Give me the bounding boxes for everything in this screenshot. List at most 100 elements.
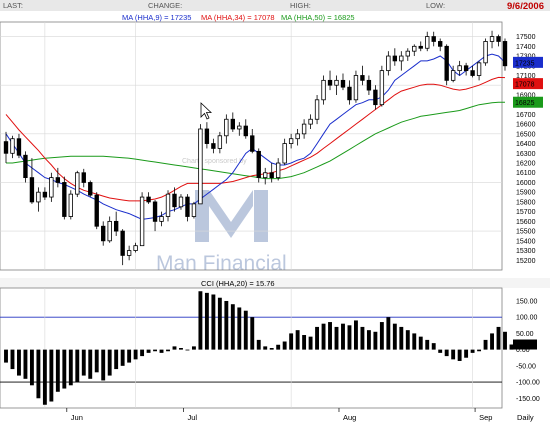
price-tick-label: 16300 [516, 151, 536, 158]
candle-body [463, 65, 469, 72]
price-tick-label: 17400 [516, 44, 536, 51]
ma-value-tag-text: 17078 [515, 82, 535, 89]
candle-body [392, 55, 398, 62]
candle-body [256, 150, 261, 179]
candle-body [36, 191, 41, 203]
cci-bars [4, 291, 514, 405]
cci-value-tag-bg [513, 339, 537, 350]
date-axis-label: Sep [479, 413, 492, 422]
cci-bar [133, 349, 138, 360]
cci-title-bar [0, 278, 550, 288]
high-label: HIGH: [290, 1, 311, 10]
candle-body [489, 36, 495, 42]
watermark-brand: Man Financial [156, 252, 287, 275]
low-label: LOW: [426, 1, 445, 10]
candle-body [379, 70, 385, 106]
candle-body [295, 133, 300, 140]
candle-body [360, 75, 365, 81]
candle-body [178, 196, 184, 208]
candle-body [269, 172, 274, 179]
ma9-polyline [5, 53, 506, 220]
candle-body [16, 138, 22, 156]
cci-bar [418, 336, 423, 350]
ma-value-tag-bg [513, 78, 543, 90]
legend-ma9: MA (HHA,9) = 17235 [122, 13, 191, 22]
cci-bar [496, 326, 501, 350]
watermark: Charts sponsored by Man Financial [156, 158, 287, 275]
cci-bar [308, 336, 313, 350]
cci-tick-label: 50.00 [516, 331, 534, 338]
candle-body [450, 70, 456, 81]
price-panel-frame [0, 21, 503, 271]
candle-body [237, 125, 242, 130]
candle-body [42, 191, 48, 198]
candle-body [405, 50, 410, 57]
candle-body [334, 79, 339, 86]
candle-body [88, 182, 93, 196]
price-tick-label: 15800 [516, 199, 536, 206]
cci-bar [243, 310, 248, 350]
cci-bar [114, 349, 119, 370]
ma-value-tags: 17235 17078 16825 [513, 56, 543, 108]
cci-bar [354, 320, 358, 350]
cci-bar [172, 346, 177, 350]
date-axis-label: Aug [343, 413, 356, 422]
cci-tick-label: 150.00 [516, 298, 538, 305]
cci-bar [366, 330, 371, 350]
cci-tick-label: -50.00 [516, 363, 536, 370]
candle-body [62, 182, 67, 217]
candle-body [496, 36, 501, 42]
candle-body [29, 177, 35, 203]
candle-body [133, 245, 138, 251]
cci-bar [379, 322, 384, 350]
candle-body [373, 89, 378, 106]
last-label: LAST: [3, 1, 23, 10]
cci-bar [42, 349, 47, 405]
candle-body [126, 250, 132, 256]
price-tick-label: 15900 [516, 190, 536, 197]
cci-bar [503, 331, 507, 350]
price-tick-label: 16600 [516, 122, 536, 129]
candle-body [425, 36, 430, 49]
price-tick-label: 16500 [516, 131, 536, 138]
cci-bar [198, 291, 203, 350]
price-tick-label: 16900 [516, 92, 536, 99]
cci-bar [289, 333, 294, 350]
candle-body [165, 193, 171, 217]
cci-bar [120, 349, 125, 366]
candle-body [250, 135, 255, 152]
cci-bar [347, 325, 352, 350]
legend-ma50: MA (HHA,50) = 16825 [281, 13, 355, 22]
candle-body [10, 138, 15, 154]
candle-body [75, 172, 80, 195]
price-tick-label: 16100 [516, 170, 536, 177]
cci-bar [509, 344, 514, 350]
price-tick-label: 15200 [516, 258, 536, 265]
cci-bar [159, 349, 164, 353]
cci-tick-label: -100.00 [516, 380, 540, 387]
mouse-cursor-icon [200, 102, 213, 120]
candle-body [418, 45, 423, 49]
cci-bar [295, 330, 300, 350]
candle-body [366, 79, 372, 91]
candle-body [120, 230, 125, 256]
cci-bar [10, 349, 15, 370]
candle-body [81, 172, 86, 183]
price-tick-label: 15500 [516, 229, 536, 236]
cci-bar [55, 349, 60, 392]
date-axis-label: Daily [517, 413, 534, 422]
candle-body [191, 203, 197, 217]
cci-bar [315, 326, 320, 350]
cci-bar [269, 348, 274, 350]
cci-bar [282, 341, 287, 350]
change-label: CHANGE: [148, 1, 182, 10]
candle-body [314, 99, 320, 120]
candle-body [49, 177, 54, 198]
cci-bar [88, 349, 93, 379]
cci-bar [360, 326, 365, 350]
cci-bar [62, 349, 67, 389]
cci-bar [464, 349, 469, 358]
candle-body [470, 70, 475, 76]
date-axis: Jun Jul Aug Sep Daily [66, 408, 534, 422]
cci-bar [146, 349, 151, 353]
